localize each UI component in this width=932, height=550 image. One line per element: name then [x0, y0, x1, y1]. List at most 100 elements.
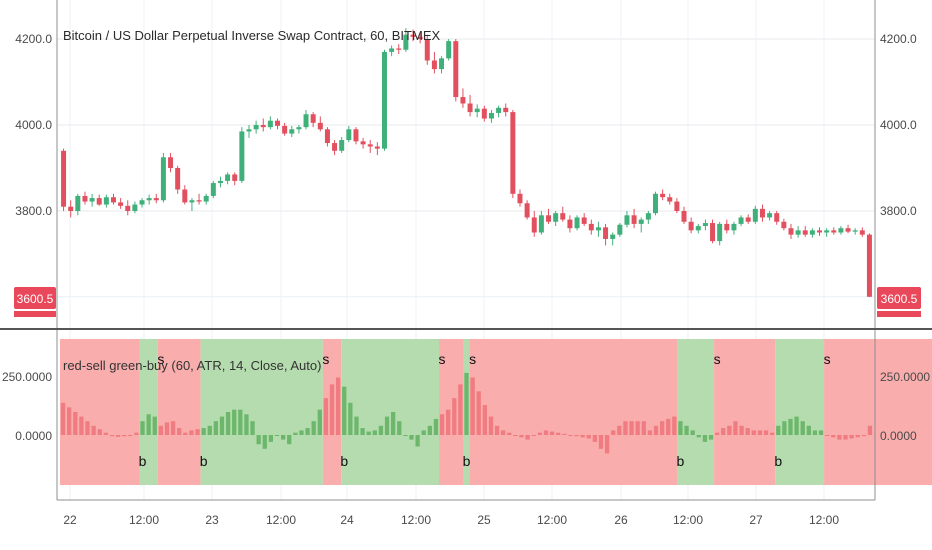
candle-body-5 [96, 198, 102, 205]
candle-body-83 [652, 193, 658, 214]
hist-bar-10 [122, 435, 127, 437]
hist-bar-128 [843, 435, 848, 440]
hist-bar-51 [372, 430, 377, 435]
candle-body-59 [481, 108, 487, 119]
zone-sell-10 [714, 339, 776, 485]
hist-bar-60 [427, 425, 432, 435]
candle-body-80 [631, 215, 637, 224]
signal-buy-10: b [774, 453, 782, 469]
price-tick-left-4000: 4000.0 [15, 118, 52, 132]
hist-bar-11 [128, 435, 133, 436]
candle-body-37 [324, 129, 330, 144]
hist-bar-127 [837, 435, 842, 440]
hist-bar-64 [452, 398, 457, 435]
candle-body-21 [210, 183, 216, 196]
hist-bar-123 [812, 430, 818, 435]
hist-bar-33 [262, 435, 267, 449]
candle-body-31 [282, 125, 288, 134]
hist-bar-131 [861, 435, 866, 437]
indicator-tick-right-0: 0.0000 [880, 429, 917, 443]
zone-buy-5 [341, 339, 439, 485]
hist-bar-38 [293, 432, 298, 435]
hist-bar-58 [415, 435, 420, 447]
hist-bar-85 [580, 435, 585, 438]
hist-bar-63 [446, 409, 451, 435]
candle-body-77 [610, 234, 616, 239]
candle-body-16 [175, 168, 181, 190]
candle-body-108 [831, 230, 837, 233]
candle-body-48 [403, 34, 409, 50]
signal-markers: b s b s b s b s b s b s [139, 351, 831, 469]
candle-body-0 [61, 150, 67, 207]
hist-bar-122 [806, 425, 811, 435]
hist-bar-66 [464, 372, 469, 435]
hist-bar-48 [354, 416, 359, 435]
hist-bar-15 [152, 416, 157, 435]
signal-sell-11: s [824, 351, 831, 367]
price-tick-right-4000: 4000.0 [880, 118, 917, 132]
candle-body-73 [581, 217, 587, 224]
hist-bar-105 [702, 435, 708, 442]
signal-buy-2: b [200, 453, 208, 469]
time-tick-27: 27 [749, 513, 763, 527]
hist-bar-125 [825, 435, 830, 436]
candle-body-46 [389, 48, 395, 52]
candle-body-14 [160, 157, 166, 201]
hist-bar-115 [763, 430, 769, 435]
signal-buy-4: b [340, 453, 348, 469]
hist-bar-82 [562, 433, 567, 435]
hist-bar-14 [146, 414, 151, 435]
hist-bar-102 [684, 425, 689, 435]
candle-body-49 [410, 34, 416, 37]
candle-body-42 [360, 141, 366, 145]
candle-body-90 [702, 223, 708, 227]
hist-bar-121 [800, 421, 805, 435]
candle-body-55 [453, 41, 459, 98]
hist-bar-70 [488, 416, 494, 435]
candle-body-63 [510, 112, 516, 194]
candle-body-36 [317, 122, 323, 130]
candle-body-79 [624, 215, 630, 225]
candle-body-92 [717, 223, 723, 242]
hist-bar-80 [549, 431, 555, 435]
hist-bar-7 [103, 432, 108, 435]
candle-body-24 [232, 174, 238, 181]
hist-bar-57 [409, 435, 414, 440]
hist-bar-6 [97, 429, 102, 435]
hist-bar-54 [391, 412, 396, 435]
time-tick-23-1200: 12:00 [266, 513, 296, 527]
candle-body-53 [439, 58, 445, 70]
hist-bar-104 [696, 435, 701, 438]
candle-body-104 [802, 230, 808, 235]
candle-body-28 [260, 125, 266, 128]
time-tick-26-1200: 12:00 [673, 513, 703, 527]
indicator-tick-left-0: 0.0000 [15, 429, 52, 443]
hist-bar-27 [225, 412, 231, 435]
hist-bar-55 [397, 421, 402, 435]
hist-bar-103 [690, 430, 695, 435]
candle-body-44 [374, 146, 380, 149]
candle-body-101 [781, 221, 787, 229]
candle-body-30 [275, 120, 281, 126]
time-tick-25: 25 [477, 513, 491, 527]
candle-body-23 [225, 174, 231, 181]
hist-bar-73 [507, 432, 512, 435]
hist-bar-87 [592, 435, 598, 442]
candle-body-18 [189, 200, 195, 203]
zone-buy-9 [677, 339, 715, 485]
candle-body-27 [253, 125, 259, 130]
hist-bar-130 [855, 435, 860, 438]
candle-body-65 [524, 203, 530, 218]
candle-body-94 [731, 223, 737, 231]
hist-bar-69 [482, 405, 487, 435]
hist-bar-31 [250, 421, 255, 435]
hist-bar-37 [287, 435, 292, 445]
hist-bar-50 [366, 431, 371, 435]
hist-bar-124 [818, 430, 824, 435]
hist-bar-97 [653, 425, 659, 435]
hist-bar-86 [586, 435, 591, 439]
candle-body-78 [617, 224, 623, 235]
candle-body-8 [118, 202, 124, 206]
